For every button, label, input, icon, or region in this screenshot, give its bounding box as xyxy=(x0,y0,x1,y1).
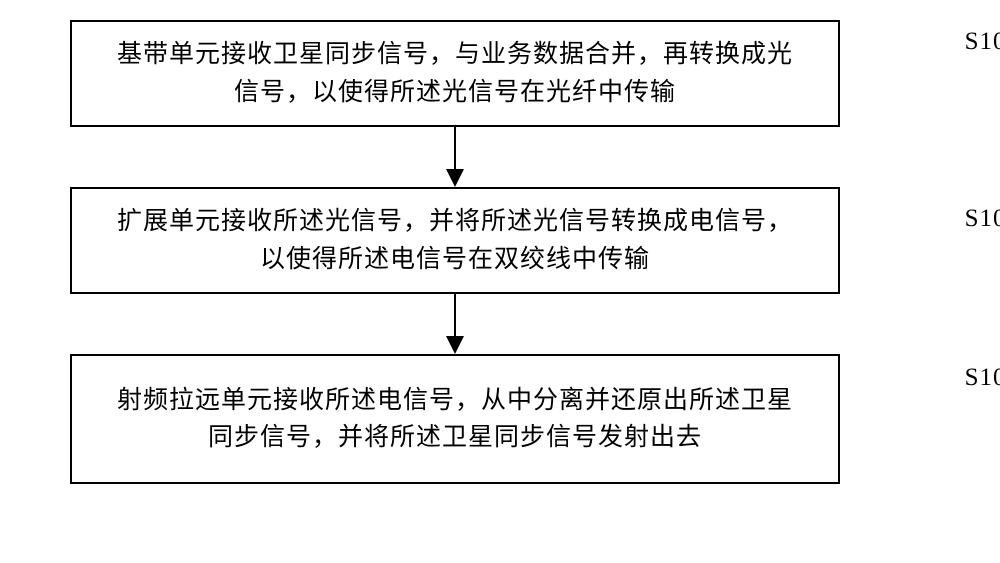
step-text-s103-line1: 射频拉远单元接收所述电信号，从中分离并还原出所述卫星 xyxy=(117,382,793,420)
step-text-s102-line2: 以使得所述电信号在双绞线中传输 xyxy=(260,241,650,279)
arrow-2 xyxy=(70,294,840,354)
step-row-3: 射频拉远单元接收所述电信号，从中分离并还原出所述卫星 同步信号，并将所述卫星同步… xyxy=(70,354,930,484)
step-label-s101: S101 xyxy=(965,28,1000,56)
arrow-line-2 xyxy=(454,294,456,338)
arrow-1 xyxy=(70,127,840,187)
arrow-head-2 xyxy=(446,336,464,354)
step-text-s103-line2: 同步信号，并将所述卫星同步信号发射出去 xyxy=(208,419,702,457)
step-row-2: 扩展单元接收所述光信号，并将所述光信号转换成电信号， 以使得所述电信号在双绞线中… xyxy=(70,187,930,294)
step-box-s102: 扩展单元接收所述光信号，并将所述光信号转换成电信号， 以使得所述电信号在双绞线中… xyxy=(70,187,840,294)
step-label-s103: S103 xyxy=(965,364,1000,392)
step-label-s102: S102 xyxy=(965,205,1000,233)
arrow-line-1 xyxy=(454,127,456,171)
flowchart-container: 基带单元接收卫星同步信号，与业务数据合并，再转换成光 信号，以使得所述光信号在光… xyxy=(70,20,930,484)
step-box-s103: 射频拉远单元接收所述电信号，从中分离并还原出所述卫星 同步信号，并将所述卫星同步… xyxy=(70,354,840,484)
step-text-s101-line2: 信号，以使得所述光信号在光纤中传输 xyxy=(234,74,676,112)
step-box-s101: 基带单元接收卫星同步信号，与业务数据合并，再转换成光 信号，以使得所述光信号在光… xyxy=(70,20,840,127)
step-row-1: 基带单元接收卫星同步信号，与业务数据合并，再转换成光 信号，以使得所述光信号在光… xyxy=(70,20,930,127)
step-text-s102-line1: 扩展单元接收所述光信号，并将所述光信号转换成电信号， xyxy=(117,203,793,241)
step-text-s101-line1: 基带单元接收卫星同步信号，与业务数据合并，再转换成光 xyxy=(117,36,793,74)
arrow-head-1 xyxy=(446,169,464,187)
